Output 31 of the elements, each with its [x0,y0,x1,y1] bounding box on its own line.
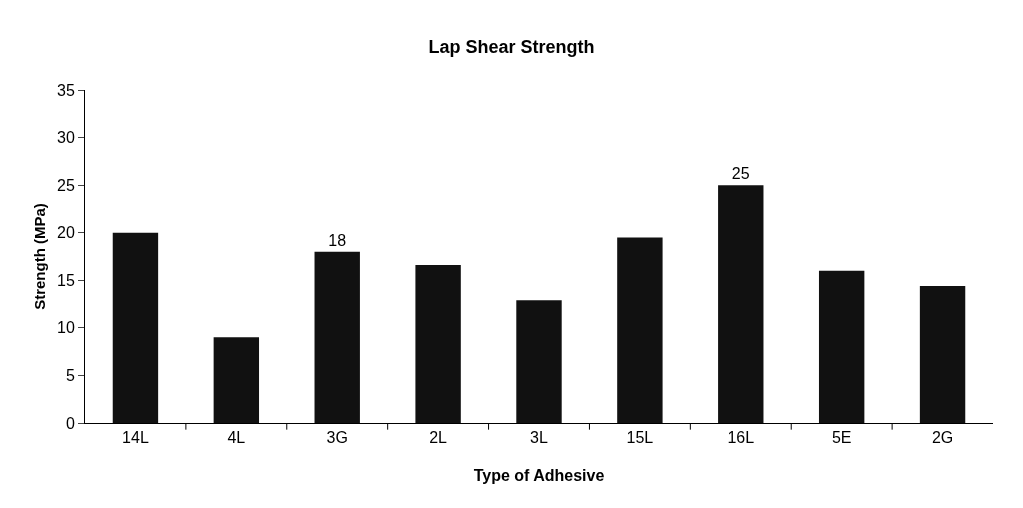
x-axis-title: Type of Adhesive [473,467,605,484]
y-tick-label: 20 [57,224,75,242]
y-tick-label: 5 [65,367,75,385]
x-tick-label: 16L [727,429,755,447]
bar [818,270,865,423]
x-tick-label: 3L [530,429,548,447]
bar [919,285,966,423]
x-tick-label: 5E [831,429,852,447]
data-label: 25 [731,165,750,183]
bar [617,237,663,423]
x-tick-label: 2G [931,429,954,447]
y-tick-label: 15 [57,271,75,289]
y-tick-label: 0 [65,414,75,432]
x-tick-label: 3G [326,429,348,447]
bar [415,265,461,423]
y-tick-label: 35 [57,81,75,99]
y-tick-label: 10 [57,319,75,337]
x-tick-label: 4L [227,429,246,447]
y-tick-label: 25 [57,176,75,194]
x-tick-label: 14L [122,429,149,447]
bar [213,337,260,423]
x-tick-label: 15L [626,429,654,447]
y-tick-label: 30 [57,129,75,147]
bar [314,251,360,423]
x-tick-label: 2L [429,429,448,447]
y-axis-title: Strength (MPa) [31,203,48,310]
bar [718,185,764,423]
data-label: 18 [328,231,347,249]
chart-title: Lap Shear Strength [428,37,595,58]
bar [112,232,159,423]
bar [516,300,562,423]
